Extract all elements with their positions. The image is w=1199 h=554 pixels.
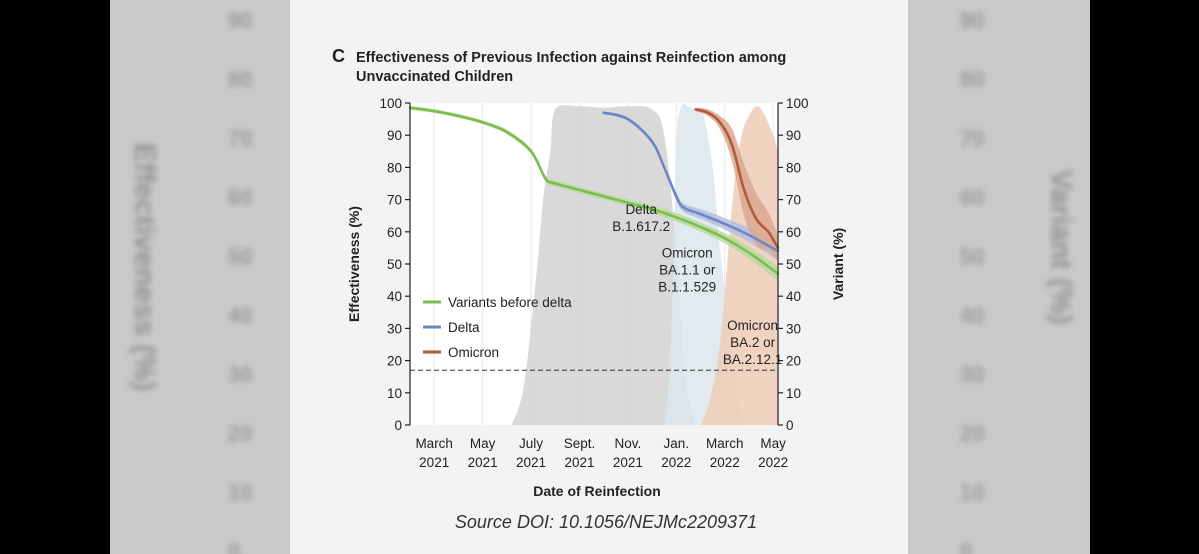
blurred-background-right: 90 80 70 60 50 40 30 20 10 0 Variant (%)	[908, 0, 1090, 554]
x-tick-label-month: Jan.	[664, 436, 690, 451]
x-tick-label-year: 2022	[758, 455, 788, 470]
legend-label-1: Delta	[448, 320, 480, 335]
blurred-axis-right: 90 80 70 60 50 40 30 20 10 0 Variant (%)	[908, 0, 1090, 554]
y2-tick-label: 40	[786, 289, 801, 304]
y2-tick-label: 60	[786, 225, 801, 240]
blurred-background-left: 90 80 70 60 50 40 30 20 10 0 Effectiveness (%)	[110, 0, 290, 554]
blurred-tick-left: 20	[228, 421, 253, 446]
blurred-tick-left: 60	[228, 185, 253, 210]
annotation-line: B.1.1.529	[658, 280, 716, 295]
annotation-2: Omicron BA.2 or BA.2.12.1	[723, 318, 782, 367]
blurred-tick-left: 90	[228, 8, 253, 33]
y2-tick-label: 30	[786, 321, 801, 336]
annotation-line: BA.1.1 or	[659, 263, 716, 278]
blurred-tick-right: 20	[960, 421, 985, 446]
y-tick-label: 20	[387, 354, 402, 369]
blurred-tick-right: 60	[960, 185, 985, 210]
x-tick-label-year: 2022	[661, 455, 691, 470]
y2-tick-label: 10	[786, 386, 801, 401]
blurred-tick-right: 0	[960, 539, 973, 554]
y-tick-label: 10	[387, 386, 402, 401]
series-line-0	[408, 106, 780, 275]
x-tick-label-year: 2021	[516, 455, 546, 470]
legend-label-2: Omicron	[448, 345, 499, 360]
annotation-line: Omicron	[662, 246, 713, 261]
blurred-tick-right: 80	[960, 67, 985, 92]
blurred-tick-right: 90	[960, 8, 985, 33]
blurred-tick-left: 10	[228, 480, 253, 505]
y-tick-label: 70	[387, 193, 402, 208]
x-axis-title: Date of Reinfection	[533, 483, 661, 499]
y-tick-label: 50	[387, 257, 402, 272]
y-tick-label: 0	[394, 418, 402, 433]
blurred-tick-left: 40	[228, 303, 253, 328]
blurred-tick-left: 30	[228, 362, 253, 387]
series-lines	[408, 106, 780, 275]
x-tick-label-month: May	[470, 436, 496, 451]
y2-tick-label: 100	[786, 96, 809, 111]
source-doi: Source DOI: 10.1056/NEJMc2209371	[455, 512, 757, 532]
y2-axis-title: Variant (%)	[830, 228, 846, 300]
legend: Variants before delta Delta Omicron	[423, 295, 572, 360]
annotation-line: Delta	[625, 202, 657, 217]
y-tick-label: 90	[387, 128, 402, 143]
series-line-2	[694, 108, 780, 250]
y2-tick-label: 80	[786, 160, 801, 175]
variant-area-2	[700, 106, 778, 426]
blurred-tick-right: 70	[960, 126, 985, 151]
y2-tick-label: 0	[786, 418, 794, 433]
blurred-tick-right: 10	[960, 480, 985, 505]
confidence-band-1	[603, 111, 778, 261]
x-tick-label-year: 2021	[468, 455, 498, 470]
blurred-tick-right: 40	[960, 303, 985, 328]
x-tick-label-year: 2022	[710, 455, 740, 470]
x-tick-label-year: 2021	[613, 455, 643, 470]
annotation-line: BA.2.12.1	[723, 352, 782, 367]
blurred-axis-left: 90 80 70 60 50 40 30 20 10 0 Effectiveness (%)	[110, 0, 290, 554]
y-tick-label: 80	[387, 160, 402, 175]
chart-title-line-1: Effectiveness of Previous Infection agai…	[356, 50, 786, 66]
blurred-tick-right: 50	[960, 244, 985, 269]
y-tick-label: 60	[387, 225, 402, 240]
y2-tick-label: 20	[786, 354, 801, 369]
y-axis-title: Effectiveness (%)	[346, 206, 362, 322]
blurred-tick-right: 30	[960, 362, 985, 387]
blurred-tick-left: 70	[228, 126, 253, 151]
chart-title-line-2: Unvaccinated Children	[356, 69, 513, 85]
series-line-1	[602, 111, 780, 253]
y2-tick-label: 90	[786, 128, 801, 143]
x-tick-label-month: May	[760, 436, 786, 451]
panel-letter: C	[332, 46, 345, 66]
y-tick-label: 40	[387, 289, 402, 304]
x-tick-label-month: March	[706, 436, 744, 451]
legend-label-0: Variants before delta	[448, 295, 572, 310]
axes: 0 0 10 10 20 20 30 30 40 40 50 50 60 60 70 70 80 80 90 90 10…	[379, 96, 808, 470]
y-tick-label: 100	[379, 96, 402, 111]
x-tick-label-month: Sept.	[564, 436, 596, 451]
annotation-line: BA.2 or	[730, 335, 776, 350]
annotation-line: Omicron	[727, 318, 778, 333]
blurred-tick-left: 80	[228, 67, 253, 92]
y2-tick-label: 50	[786, 257, 801, 272]
blurred-tick-left: 50	[228, 244, 253, 269]
x-tick-label-year: 2021	[419, 455, 449, 470]
y-tick-label: 30	[387, 321, 402, 336]
x-tick-label-month: Nov.	[615, 436, 642, 451]
x-tick-label-year: 2021	[564, 455, 594, 470]
annotation-1: Omicron BA.1.1 or B.1.1.529	[658, 246, 716, 295]
annotation-line: B.1.617.2	[612, 219, 670, 234]
x-tick-label-month: March	[415, 436, 453, 451]
blurred-tick-left: 0	[228, 539, 241, 554]
y2-tick-label: 70	[786, 193, 801, 208]
annotation-0: Delta B.1.617.2	[612, 202, 670, 234]
x-tick-label-month: July	[519, 436, 543, 451]
